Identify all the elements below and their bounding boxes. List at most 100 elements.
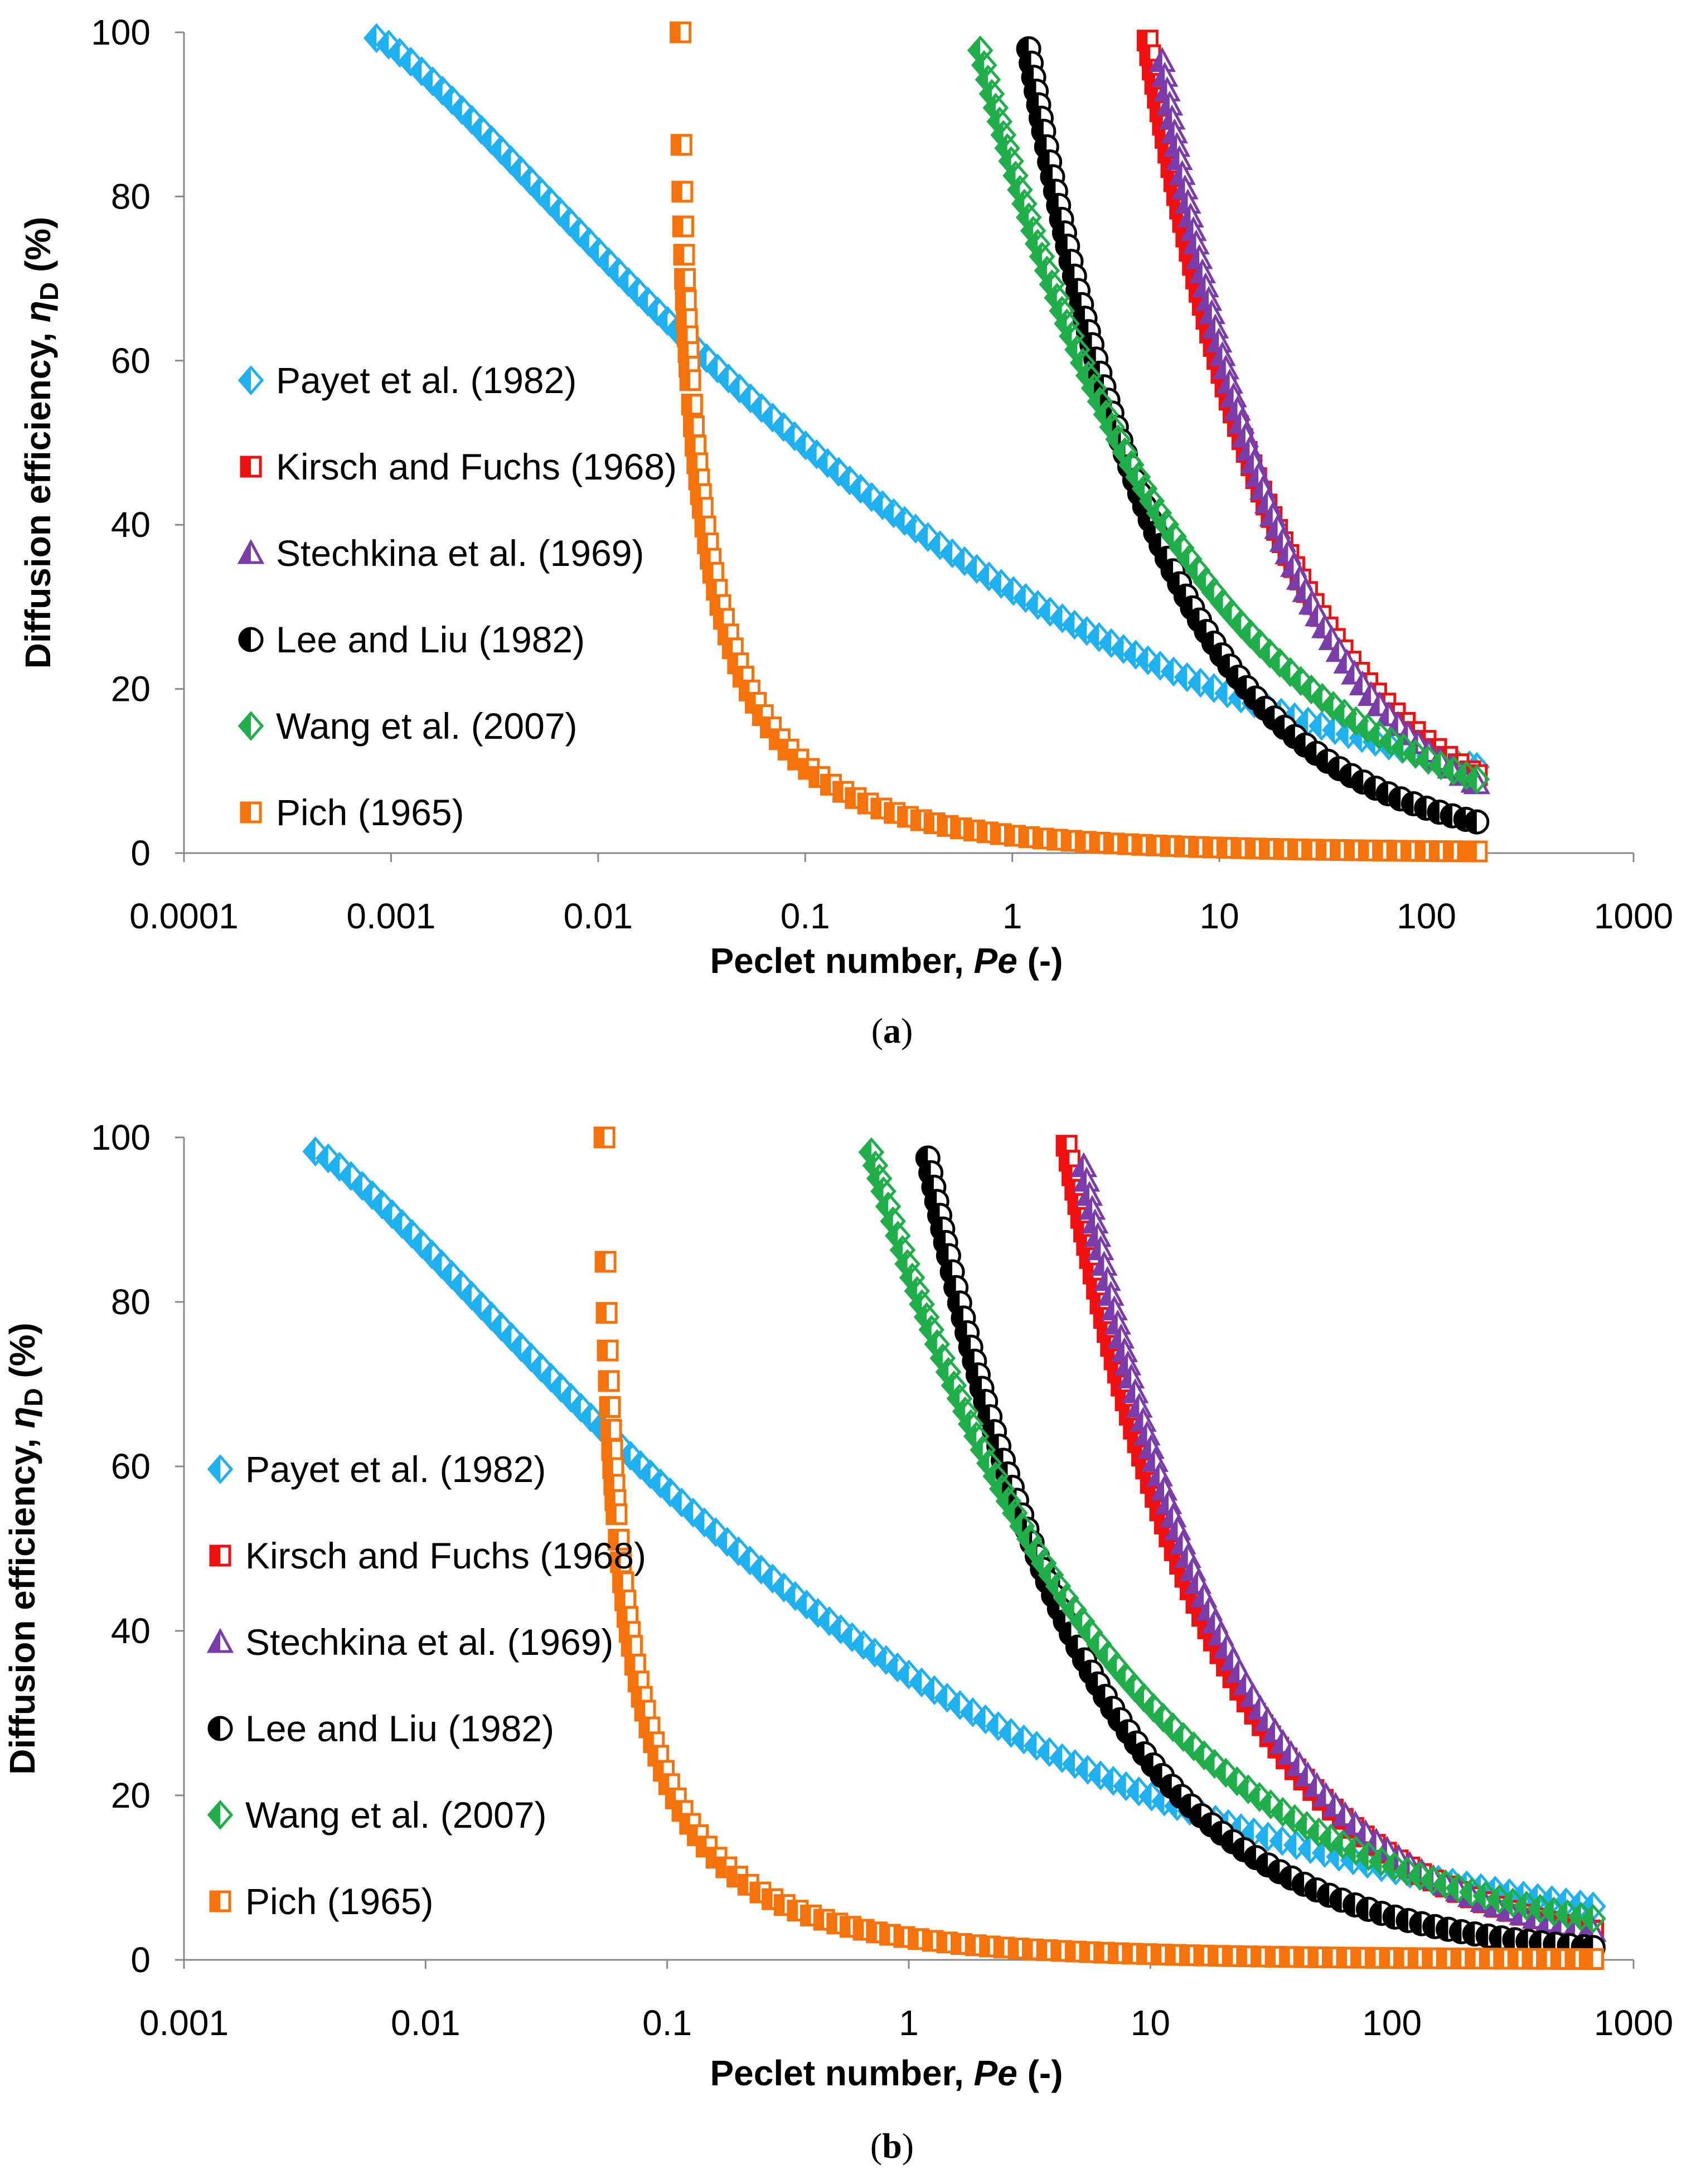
data-point-pich-fill: [1094, 1943, 1104, 1963]
data-point-pich-fill: [1351, 1948, 1361, 1968]
data-point-payet-fill: [1140, 1783, 1152, 1809]
data-point-wang-fill: [1077, 362, 1089, 389]
data-point-pich-fill: [1409, 1949, 1419, 1968]
data-point-wang-fill: [1370, 1848, 1382, 1875]
x-tick-label: 0.0001: [129, 896, 239, 936]
data-point-payet-fill: [328, 1154, 340, 1180]
data-point-payet-fill: [827, 459, 839, 485]
data-point-stechkina-fill: [1182, 219, 1194, 240]
data-point-stechkina-fill: [1161, 107, 1172, 128]
data-point-wang-fill: [1114, 1664, 1126, 1690]
data-point-payet: [803, 439, 830, 469]
data-point-payet: [1025, 590, 1051, 620]
data-point-wang-fill: [1088, 1631, 1099, 1657]
data-point-stechkina-fill: [1200, 302, 1212, 323]
data-point-payet-fill: [695, 345, 707, 371]
y-tick-label: 40: [111, 505, 151, 545]
data-point-payet-fill: [656, 308, 668, 334]
data-point-payet-fill: [460, 1282, 472, 1309]
data-point-pich-fill: [966, 1935, 976, 1955]
chart-panel-b: 0 20 40 60 80 100 0.001 0.01 0.1 1 10 100 1000 Peclet…: [2, 1117, 1673, 2166]
legend-label: Payet et al. (1982): [276, 360, 576, 401]
data-point-pich-fill: [1380, 1948, 1390, 1968]
data-point-pich-fill: [1076, 832, 1086, 851]
data-point-payet: [908, 1667, 935, 1698]
data-point-payet: [715, 364, 742, 394]
data-point-pich-fill: [788, 1901, 798, 1920]
data-point-payet-fill: [1088, 624, 1099, 650]
data-point-pich-fill: [827, 1914, 837, 1933]
data-point-payet: [914, 522, 941, 552]
data-point-stechkina-fill: [1075, 1169, 1087, 1190]
data-point-payet-fill: [1314, 1840, 1325, 1866]
data-point-payet-fill: [470, 117, 482, 143]
data-point-pich-fill: [1430, 841, 1440, 861]
data-point-pich-fill: [1019, 827, 1029, 847]
data-point-wang-fill: [905, 1278, 917, 1304]
data-point-payet-fill: [549, 198, 560, 225]
data-point-pich-fill: [763, 1890, 773, 1909]
data-point-payet-fill: [519, 168, 531, 194]
data-point-pich-fill: [846, 788, 856, 808]
data-point-payet-fill: [569, 1394, 581, 1421]
data-point-payet: [1113, 1771, 1140, 1802]
data-point-stechkina-fill: [1166, 1518, 1178, 1539]
data-point-payet-fill: [578, 229, 589, 255]
legend-marker-kirsch-fill: [241, 457, 251, 476]
data-point-pich-fill: [770, 729, 780, 749]
y-tick-label: 80: [111, 176, 151, 216]
chart-panel-a: 0 20 40 60 80 100 0.0001 0.001 0.01 0.1 1 10 100 1000…: [18, 12, 1673, 1050]
legend-marker-stechkina-fill: [209, 1631, 220, 1652]
data-point-pich-fill: [1175, 837, 1185, 856]
data-point-payet-fill: [1203, 675, 1214, 701]
data-point-wang-fill: [915, 1304, 927, 1330]
data-point-pich-fill: [898, 807, 908, 826]
data-point-stechkina-fill: [1171, 163, 1183, 184]
legend-item-stechkina: Stechkina et al. (1969): [237, 532, 644, 574]
data-point-payet-fill: [304, 1139, 316, 1165]
data-point-pich-fill: [626, 1655, 636, 1674]
data-point-payet: [815, 448, 841, 478]
data-point-stechkina-fill: [1128, 1396, 1140, 1417]
data-point-payet-fill: [388, 40, 400, 66]
data-point-payet-fill: [1112, 636, 1124, 662]
legend-label: Kirsch and Fuchs (1968): [245, 1535, 646, 1576]
data-point-wang-fill: [1193, 1742, 1204, 1769]
data-point-stechkina-fill: [1288, 568, 1300, 589]
data-point-lee-fill: [1340, 764, 1351, 787]
data-point-pich-fill: [1394, 1948, 1404, 1968]
panel-caption: (b): [870, 2126, 914, 2166]
data-point-wang-fill: [1248, 631, 1260, 657]
legend-item-pich: Pich (1965): [240, 792, 464, 833]
data-point-pich-fill: [859, 794, 869, 813]
data-point-lee-fill: [1142, 1754, 1154, 1776]
data-point-pich-fill: [1317, 840, 1327, 860]
data-point-wang-fill: [1025, 1538, 1037, 1565]
data-point-stechkina-fill: [1120, 1366, 1132, 1387]
legend-item-lee: Lee and Liu (1982): [238, 619, 585, 660]
data-point-pich-fill: [750, 1883, 760, 1902]
data-point-payet-fill: [795, 1591, 807, 1618]
legend-label: Lee and Liu (1982): [245, 1708, 554, 1749]
data-point-payet-fill: [717, 365, 729, 391]
data-point-pich-fill: [1458, 841, 1468, 861]
data-point-wang: [1580, 1904, 1606, 1934]
data-point-wang-fill: [1569, 1904, 1581, 1930]
data-point-pich-fill: [1118, 835, 1128, 854]
data-point-pich-fill: [704, 563, 714, 583]
legend-marker-wang-fill: [240, 713, 251, 739]
data-point-pich-fill: [603, 1459, 613, 1478]
data-point-payet: [1187, 667, 1214, 698]
data-point-pich-fill: [775, 1895, 785, 1915]
data-point-payet-fill: [1136, 647, 1148, 674]
data-point-wang-fill: [997, 1488, 1009, 1514]
data-point-payet-fill: [1148, 652, 1160, 679]
data-point-wang-fill: [1488, 1886, 1500, 1912]
data-point-stechkina-fill: [1277, 542, 1288, 563]
data-point-wang-fill: [1004, 163, 1016, 189]
data-point-pich-fill: [1309, 1948, 1319, 1967]
data-point-payet: [1201, 673, 1227, 703]
data-point-wang-fill: [891, 1237, 903, 1263]
data-point-pich-fill: [1051, 1941, 1062, 1960]
data-point-payet-fill: [693, 1509, 705, 1536]
